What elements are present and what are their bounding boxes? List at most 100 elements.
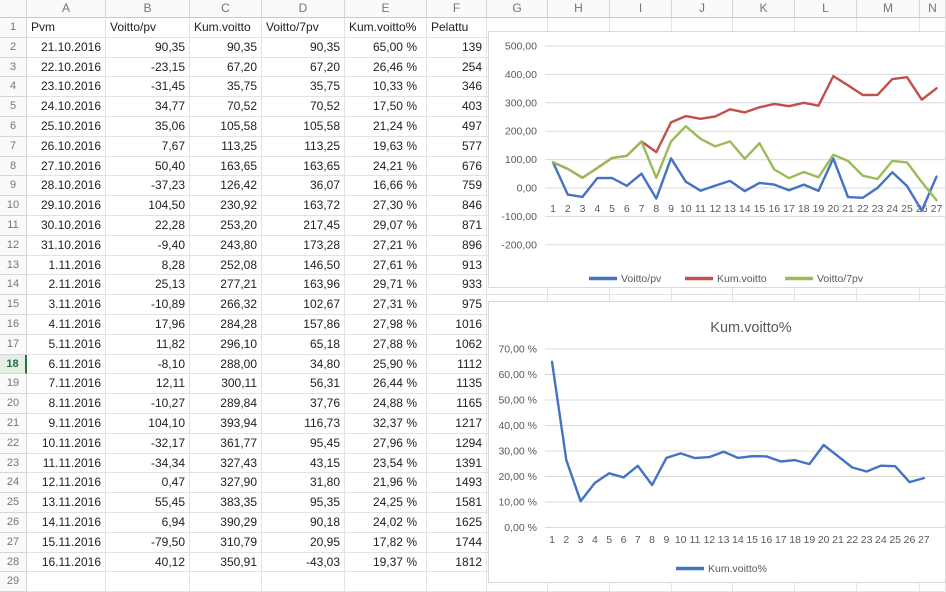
- cell-E15[interactable]: 27,31 %: [345, 295, 427, 315]
- cell-F2[interactable]: 139: [427, 37, 487, 58]
- cell-C6[interactable]: 105,58: [190, 117, 262, 137]
- cell-A6[interactable]: 25.10.2016: [27, 117, 106, 137]
- cell-C26[interactable]: 390,29: [190, 513, 262, 533]
- cell-F24[interactable]: 1493: [427, 473, 487, 494]
- cell-F8[interactable]: 676: [427, 156, 487, 177]
- cell-C11[interactable]: 253,20: [190, 216, 262, 236]
- cell-F15[interactable]: 975: [427, 295, 487, 315]
- cell-B2[interactable]: 90,35: [106, 37, 190, 58]
- cell-A29[interactable]: [27, 572, 106, 592]
- row-header-11[interactable]: 11: [0, 216, 27, 236]
- cell-F26[interactable]: 1625: [427, 513, 487, 533]
- cell-B28[interactable]: 40,12: [106, 552, 190, 573]
- cell-C19[interactable]: 300,11: [190, 374, 262, 395]
- column-header-D[interactable]: D: [262, 0, 345, 18]
- cell-A27[interactable]: 15.11.2016: [27, 532, 106, 553]
- cell-F27[interactable]: 1744: [427, 532, 487, 553]
- cell-E17[interactable]: 27,88 %: [345, 334, 427, 355]
- cell-B3[interactable]: -23,15: [106, 57, 190, 78]
- cell-C15[interactable]: 266,32: [190, 295, 262, 315]
- column-header-K[interactable]: K: [733, 0, 795, 18]
- cell-D25[interactable]: 95,35: [262, 493, 345, 513]
- cell-A20[interactable]: 8.11.2016: [27, 394, 106, 414]
- cell-D11[interactable]: 217,45: [262, 216, 345, 236]
- cell-E2[interactable]: 65,00 %: [345, 37, 427, 58]
- cell-B4[interactable]: -31,45: [106, 77, 190, 98]
- cell-E4[interactable]: 10,33 %: [345, 77, 427, 98]
- cell-F16[interactable]: 1016: [427, 315, 487, 335]
- cell-F12[interactable]: 896: [427, 235, 487, 256]
- cell-B16[interactable]: 17,96: [106, 315, 190, 335]
- cell-F3[interactable]: 254: [427, 57, 487, 78]
- cell-B23[interactable]: -34,34: [106, 453, 190, 474]
- row-header-13[interactable]: 13: [0, 255, 27, 276]
- cell-D13[interactable]: 146,50: [262, 255, 345, 276]
- row-header-22[interactable]: 22: [0, 433, 27, 454]
- cell-E1[interactable]: Kum.voitto%: [345, 18, 427, 38]
- cell-A24[interactable]: 12.11.2016: [27, 473, 106, 494]
- cell-A7[interactable]: 26.10.2016: [27, 136, 106, 157]
- row-header-7[interactable]: 7: [0, 136, 27, 157]
- cell-F22[interactable]: 1294: [427, 433, 487, 454]
- cell-D15[interactable]: 102,67: [262, 295, 345, 315]
- cell-F10[interactable]: 846: [427, 196, 487, 216]
- cell-C14[interactable]: 277,21: [190, 275, 262, 296]
- cell-D23[interactable]: 43,15: [262, 453, 345, 474]
- cell-C18[interactable]: 288,00: [190, 354, 262, 375]
- cell-E11[interactable]: 29,07 %: [345, 216, 427, 236]
- row-header-21[interactable]: 21: [0, 414, 27, 434]
- cell-F9[interactable]: 759: [427, 176, 487, 197]
- cell-F28[interactable]: 1812: [427, 552, 487, 573]
- row-header-5[interactable]: 5: [0, 97, 27, 117]
- cell-C28[interactable]: 350,91: [190, 552, 262, 573]
- cell-D17[interactable]: 65,18: [262, 334, 345, 355]
- cell-B1[interactable]: Voitto/pv: [106, 18, 190, 38]
- cell-A13[interactable]: 1.11.2016: [27, 255, 106, 276]
- cell-F25[interactable]: 1581: [427, 493, 487, 513]
- cell-E24[interactable]: 21,96 %: [345, 473, 427, 494]
- cell-A23[interactable]: 11.11.2016: [27, 453, 106, 474]
- row-header-23[interactable]: 23: [0, 453, 27, 474]
- cell-D9[interactable]: 36,07: [262, 176, 345, 197]
- cell-E9[interactable]: 16,66 %: [345, 176, 427, 197]
- row-header-8[interactable]: 8: [0, 156, 27, 177]
- cell-C4[interactable]: 35,75: [190, 77, 262, 98]
- column-header-M[interactable]: M: [857, 0, 920, 18]
- cell-A22[interactable]: 10.11.2016: [27, 433, 106, 454]
- cell-D6[interactable]: 105,58: [262, 117, 345, 137]
- cell-C27[interactable]: 310,79: [190, 532, 262, 553]
- cell-E10[interactable]: 27,30 %: [345, 196, 427, 216]
- cell-F23[interactable]: 1391: [427, 453, 487, 474]
- cell-C10[interactable]: 230,92: [190, 196, 262, 216]
- cell-E22[interactable]: 27,96 %: [345, 433, 427, 454]
- cell-E25[interactable]: 24,25 %: [345, 493, 427, 513]
- cell-C12[interactable]: 243,80: [190, 235, 262, 256]
- row-header-17[interactable]: 17: [0, 334, 27, 355]
- column-header-I[interactable]: I: [610, 0, 672, 18]
- cell-D22[interactable]: 95,45: [262, 433, 345, 454]
- cell-B12[interactable]: -9,40: [106, 235, 190, 256]
- cell-B19[interactable]: 12,11: [106, 374, 190, 395]
- row-header-4[interactable]: 4: [0, 77, 27, 98]
- row-header-2[interactable]: 2: [0, 37, 27, 58]
- row-header-1[interactable]: 1: [0, 18, 27, 38]
- cell-D20[interactable]: 37,76: [262, 394, 345, 414]
- cell-F14[interactable]: 933: [427, 275, 487, 296]
- column-header-L[interactable]: L: [795, 0, 857, 18]
- cell-A21[interactable]: 9.11.2016: [27, 414, 106, 434]
- cell-E21[interactable]: 32,37 %: [345, 414, 427, 434]
- row-header-9[interactable]: 9: [0, 176, 27, 197]
- cell-F6[interactable]: 497: [427, 117, 487, 137]
- cell-C21[interactable]: 393,94: [190, 414, 262, 434]
- cell-E16[interactable]: 27,98 %: [345, 315, 427, 335]
- column-header-B[interactable]: B: [106, 0, 190, 18]
- row-header-18[interactable]: 18: [0, 354, 27, 375]
- column-header-A[interactable]: A: [27, 0, 106, 18]
- cell-E6[interactable]: 21,24 %: [345, 117, 427, 137]
- cell-D28[interactable]: -43,03: [262, 552, 345, 573]
- column-header-G[interactable]: G: [487, 0, 548, 18]
- cell-D14[interactable]: 163,96: [262, 275, 345, 296]
- cell-F7[interactable]: 577: [427, 136, 487, 157]
- cell-B29[interactable]: [106, 572, 190, 592]
- cell-E23[interactable]: 23,54 %: [345, 453, 427, 474]
